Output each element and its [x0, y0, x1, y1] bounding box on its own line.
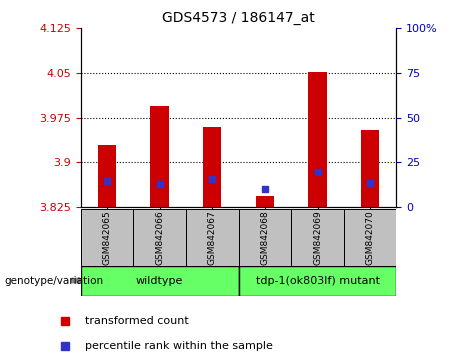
Text: GSM842070: GSM842070 — [366, 210, 375, 264]
Bar — [344, 209, 396, 266]
Text: tdp-1(ok803lf) mutant: tdp-1(ok803lf) mutant — [255, 275, 379, 286]
Bar — [81, 266, 239, 296]
Text: genotype/variation: genotype/variation — [5, 275, 104, 286]
Bar — [361, 130, 379, 207]
Text: GSM842068: GSM842068 — [260, 210, 269, 264]
Text: percentile rank within the sample: percentile rank within the sample — [85, 341, 273, 351]
Bar — [291, 209, 344, 266]
Bar — [81, 209, 133, 266]
Text: GSM842069: GSM842069 — [313, 210, 322, 264]
Title: GDS4573 / 186147_at: GDS4573 / 186147_at — [162, 11, 315, 24]
Text: transformed count: transformed count — [85, 316, 189, 326]
Text: GSM842066: GSM842066 — [155, 210, 164, 264]
Bar — [256, 196, 274, 207]
Text: GSM842065: GSM842065 — [102, 210, 112, 264]
Bar — [186, 209, 239, 266]
Text: GSM842067: GSM842067 — [208, 210, 217, 264]
Bar — [308, 72, 327, 207]
Bar — [239, 209, 291, 266]
Bar — [150, 106, 169, 207]
Bar — [239, 266, 396, 296]
Bar — [133, 209, 186, 266]
Bar — [98, 144, 116, 207]
Text: wildtype: wildtype — [136, 275, 183, 286]
Bar — [203, 127, 221, 207]
